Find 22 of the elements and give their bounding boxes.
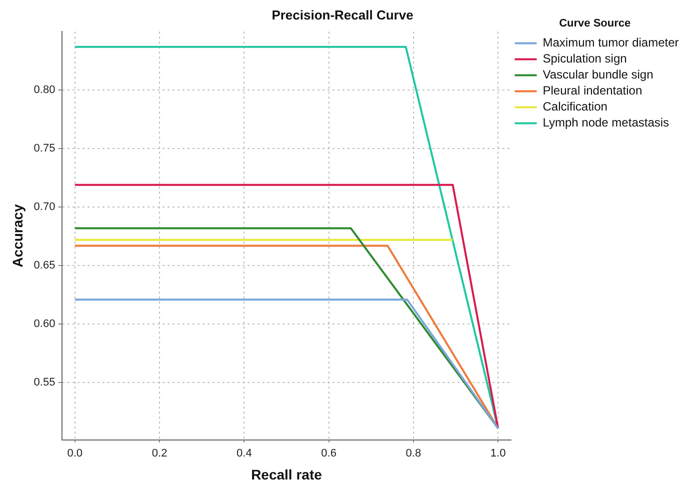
legend-label: Pleural indentation — [542, 84, 642, 98]
legend-label: Lymph node metastasis — [542, 116, 670, 130]
x-axis-title: Recall rate — [251, 466, 322, 482]
x-tick-label: 0.4 — [236, 448, 252, 460]
legend-label: Vascular bundle sign — [542, 68, 654, 82]
x-tick-label: 0.2 — [152, 448, 168, 460]
y-tick-label: 0.80 — [34, 84, 56, 96]
legend-label: Calcification — [542, 100, 608, 114]
x-tick-label: 0.0 — [67, 448, 83, 460]
x-tick-label: 0.6 — [321, 448, 336, 460]
x-tick-label: 1.0 — [490, 448, 506, 460]
legend-label: Maximum tumor diameter — [542, 36, 679, 50]
y-tick-label: 0.70 — [34, 201, 56, 214]
legend-label: Spiculation sign — [542, 52, 627, 66]
y-tick-label: 0.75 — [34, 142, 56, 155]
y-axis-title: Accuracy — [9, 204, 26, 268]
y-tick-label: 0.65 — [34, 260, 56, 272]
legend-title: Curve Source — [559, 18, 631, 30]
y-tick-label: 0.60 — [34, 318, 56, 330]
y-tick-label: 0.55 — [34, 376, 56, 389]
chart-title: Precision-Recall Curve — [272, 7, 414, 22]
x-tick-label: 0.8 — [406, 448, 422, 460]
